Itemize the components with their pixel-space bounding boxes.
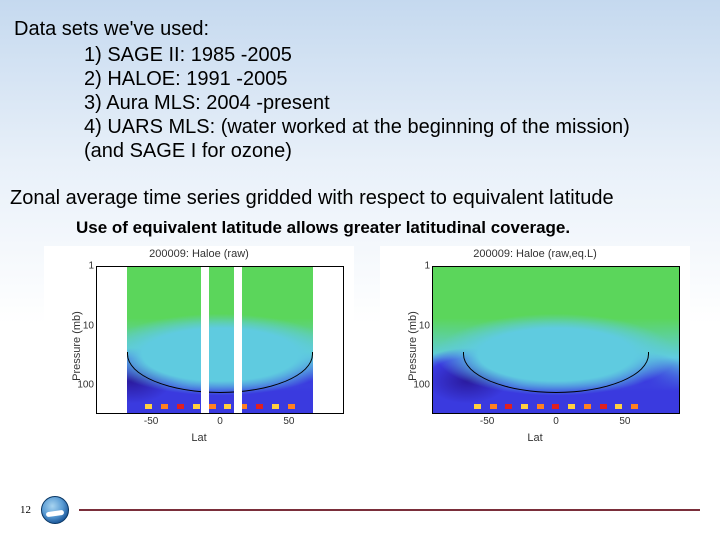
ylabel: Pressure (mb) (407, 311, 419, 381)
ytick: 100 (77, 380, 94, 391)
colorblock (209, 404, 216, 409)
dataset-item: 4) UARS MLS: (water worked at the beginn… (84, 115, 706, 139)
colorblock (177, 404, 184, 409)
colorblock (145, 404, 152, 409)
heatmap-right (433, 267, 679, 413)
page-number: 12 (20, 504, 31, 516)
colorblock (521, 404, 528, 409)
plot-area-left (96, 266, 344, 414)
slide-content: Data sets we've used: 1) SAGE II: 1985 -… (0, 0, 720, 446)
datasets-title: Data sets we've used: (14, 18, 706, 41)
colorblock (288, 404, 295, 409)
ytick: 100 (413, 380, 430, 391)
data-gap (234, 267, 242, 413)
ytick: 1 (88, 261, 94, 272)
ytick: 10 (419, 320, 430, 331)
data-gap (201, 267, 209, 413)
colorblock (568, 404, 575, 409)
contour-line (463, 352, 650, 393)
data-gap (97, 267, 127, 413)
bottom-blocks (474, 404, 638, 409)
colorblock (537, 404, 544, 409)
colorblock (505, 404, 512, 409)
ytick: 10 (83, 320, 94, 331)
noaa-logo-icon (41, 496, 69, 524)
chart-title: 200009: Haloe (raw,eq.L) (380, 248, 690, 260)
subtitle: Zonal average time series gridded with r… (10, 187, 706, 210)
colorblock (193, 404, 200, 409)
dataset-item: 1) SAGE II: 1985 -2005 (84, 43, 706, 67)
colorblock (552, 404, 559, 409)
dataset-item: 2) HALOE: 1991 -2005 (84, 67, 706, 91)
footer-divider (79, 509, 700, 511)
dataset-item: 3) Aura MLS: 2004 -present (84, 91, 706, 115)
ytick: 1 (424, 261, 430, 272)
colorblock (600, 404, 607, 409)
xtick: 0 (217, 416, 223, 427)
data-gap (313, 267, 343, 413)
colorblock (272, 404, 279, 409)
footer: 12 (20, 498, 700, 522)
xlabel: Lat (380, 432, 690, 444)
colorblock (631, 404, 638, 409)
colorblock (256, 404, 263, 409)
chart-title: 200009: Haloe (raw) (44, 248, 354, 260)
xtick: 50 (283, 416, 294, 427)
colorblock (490, 404, 497, 409)
colorblock (615, 404, 622, 409)
plot-area-right (432, 266, 680, 414)
datasets-list: 1) SAGE II: 1985 -2005 2) HALOE: 1991 -2… (14, 43, 706, 163)
colorblock (584, 404, 591, 409)
colorblock (161, 404, 168, 409)
xtick: -50 (480, 416, 494, 427)
heatmap-left (97, 267, 343, 413)
chart-left: 200009: Haloe (raw) Pressure (mb) Lat 1 1… (44, 246, 354, 446)
charts-row: 200009: Haloe (raw) Pressure (mb) Lat 1 1… (14, 246, 706, 446)
chart-right: 200009: Haloe (raw,eq.L) Pressure (mb) L… (380, 246, 690, 446)
xtick: 50 (619, 416, 630, 427)
caption: Use of equivalent latitude allows greate… (76, 218, 706, 238)
dataset-item: (and SAGE I for ozone) (84, 139, 706, 163)
xtick: 0 (553, 416, 559, 427)
ylabel: Pressure (mb) (71, 311, 83, 381)
colorblock (474, 404, 481, 409)
xlabel: Lat (44, 432, 354, 444)
bottom-blocks (145, 404, 295, 409)
contour-line (127, 352, 314, 393)
colorblock (224, 404, 231, 409)
xtick: -50 (144, 416, 158, 427)
